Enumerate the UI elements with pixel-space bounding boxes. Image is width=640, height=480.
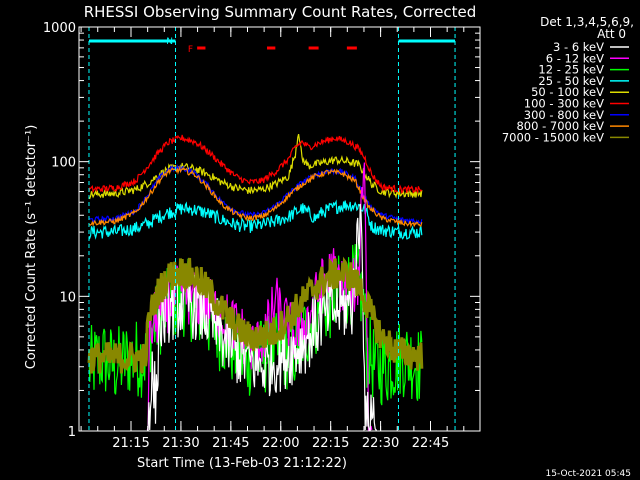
legend-label: 25 - 50 keV — [538, 74, 604, 88]
timestamp-label: 15-Oct-2021 05:45 — [546, 469, 631, 479]
legend-label: 300 - 800 keV — [524, 108, 604, 122]
flag-label: F — [188, 45, 193, 55]
x-tick-label: 21:30 — [162, 436, 199, 451]
y-tick-label: 1000 — [43, 21, 76, 36]
y-tick-label: 1 — [68, 425, 76, 440]
legend-header: Det 1,3,4,5,6,9, Att 0 — [540, 15, 634, 41]
x-tick-label: 22:45 — [412, 436, 449, 451]
axes-layer: 1 10 100 1000 21:15 21:30 21:45 22:00 22:15 22:30… — [43, 21, 481, 451]
y-tick-label: 10 — [59, 290, 76, 305]
x-axis-label: Start Time (13-Feb-03 21:12:22) — [137, 456, 347, 471]
legend-label: 7000 - 15000 keV — [502, 130, 604, 144]
series-line-4 — [88, 133, 423, 200]
legend-header-line: Att 0 — [597, 27, 626, 41]
y-tick-label: 100 — [51, 156, 76, 171]
series-layer — [87, 133, 424, 431]
annotation-layer: NF — [88, 27, 456, 431]
legend-label: 100 - 300 keV — [524, 97, 604, 111]
x-tick-label: 22:30 — [362, 436, 399, 451]
series-line-3 — [88, 199, 423, 240]
legend-label: 3 - 6 keV — [553, 40, 604, 54]
legend-header-line: Det 1,3,4,5,6,9, — [540, 15, 634, 29]
chart-title: RHESSI Observing Summary Count Rates, Co… — [84, 3, 477, 21]
series-line-7 — [88, 165, 423, 228]
x-tick-label: 21:15 — [112, 436, 149, 451]
legend-label: 12 - 25 keV — [538, 63, 604, 77]
series-line-8 — [87, 256, 424, 374]
plot-frame — [78, 26, 481, 432]
legend-label: 800 - 7000 keV — [516, 119, 604, 133]
x-tick-label: 21:45 — [212, 436, 249, 451]
x-tick-label: 22:15 — [312, 436, 349, 451]
y-axis-label: Corrected Count Rate (s⁻¹ detector⁻¹) — [24, 125, 39, 370]
x-tick-label: 22:00 — [262, 436, 299, 451]
legend-label: 6 - 12 keV — [546, 51, 604, 65]
series-line-5 — [88, 134, 423, 195]
night-label: N — [166, 37, 173, 47]
legend-label: 50 - 100 keV — [531, 85, 604, 99]
